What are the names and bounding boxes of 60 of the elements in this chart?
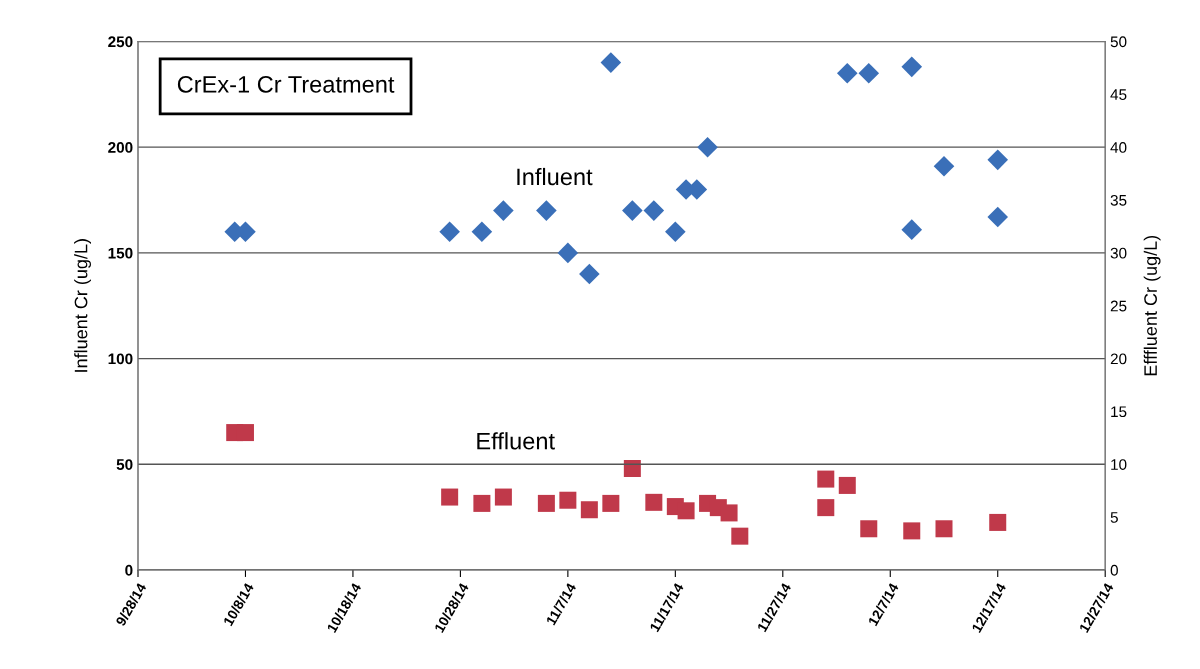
y2-tick-label: 10 [1111,459,1127,470]
point [494,488,512,506]
point [623,460,641,478]
y-tick-label: 150 [108,247,133,259]
point [439,221,460,243]
y2-tick-label: 30 [1110,247,1127,259]
point [600,52,622,73]
y2-axis-title: Efffluent Cr (ug/L) [1143,235,1161,376]
point [473,494,491,512]
point [441,488,459,506]
y-axis-title: Influent Cr (ug/L) [74,239,91,372]
point [493,200,514,221]
point [860,520,878,538]
text: CrEx-1 Cr Treatment [177,76,395,93]
point [559,491,577,509]
point [622,200,643,221]
point [901,56,923,78]
point [580,501,598,519]
point [858,62,880,84]
point [901,219,923,240]
series-label: Influent [517,167,593,186]
y-tick-label: 200 [108,142,133,153]
y2-tick-label: 40 [1110,142,1127,153]
y2-tick-label: 50 [1110,36,1127,48]
y-tick-label: 100 [108,353,133,365]
point [665,221,686,243]
point [989,513,1007,531]
y-tick-label: 50 [116,459,133,470]
point [838,476,856,494]
series-label: Effluent [477,432,555,450]
point [987,149,1009,171]
point [645,493,663,511]
point [903,522,921,540]
y2-tick-label: 25 [1110,300,1127,312]
point [836,62,858,84]
y2-tick-label: 15 [1111,406,1127,418]
point [602,494,620,512]
y2-tick-label: 0 [1110,564,1118,576]
y2-tick-label: 45 [1110,89,1127,101]
y2-tick-label: 35 [1110,194,1127,206]
y-tick-label: 0 [125,564,133,576]
point [817,470,835,488]
point [557,242,579,264]
y-tick-label: 250 [108,36,133,48]
point [471,221,493,243]
point [643,200,665,221]
point [731,527,749,545]
point [677,502,695,520]
point [987,206,1009,228]
point [579,263,600,285]
point [933,155,955,177]
point [236,424,254,442]
point [697,136,718,158]
y2-tick-label: 20 [1110,353,1127,365]
point [536,200,557,221]
y2-tick-label: 5 [1110,512,1118,523]
point [817,499,835,517]
point [720,504,738,522]
point [935,520,953,538]
point [537,494,555,512]
